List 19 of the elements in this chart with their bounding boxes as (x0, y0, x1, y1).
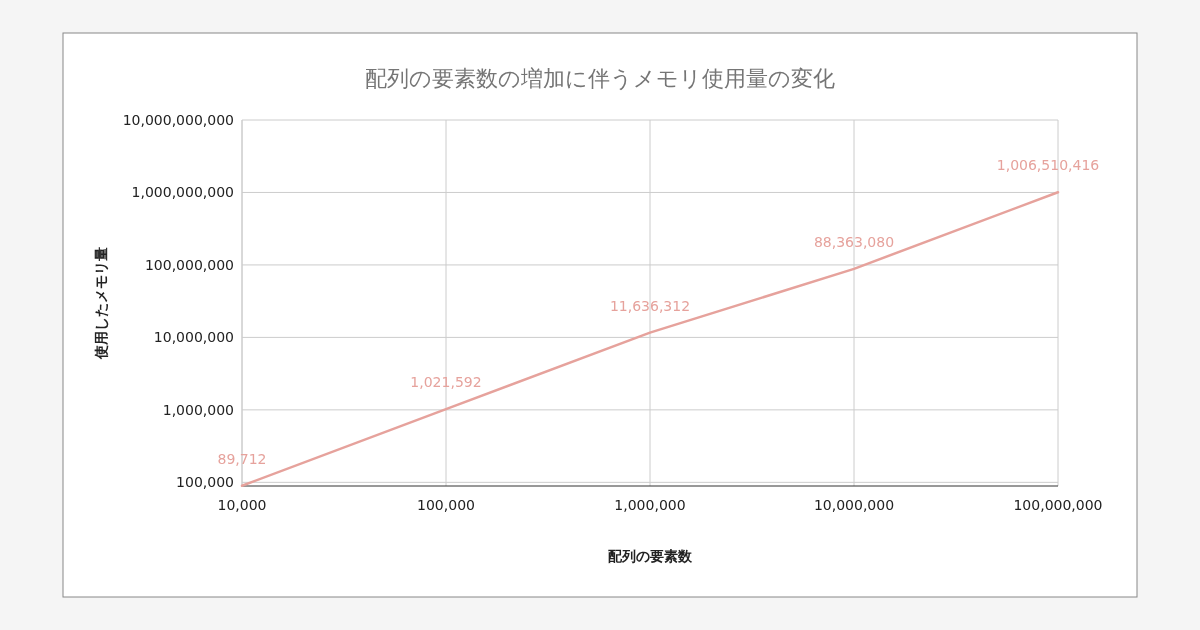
x-tick-label: 100,000 (417, 497, 475, 513)
y-tick-label: 10,000,000,000 (122, 112, 234, 128)
y-tick-label: 10,000,000 (153, 329, 234, 346)
x-tick-label: 10,000 (217, 497, 267, 513)
y-axis-title: 使用したメモリ量 (93, 247, 109, 360)
data-label: 1,006,510,416 (996, 157, 1100, 174)
y-tick-label: 1,000,000 (162, 401, 234, 418)
x-tick-label: 10,000,000 (813, 497, 895, 513)
y-tick-label: 1,000,000,000 (131, 184, 234, 201)
data-label: 1,021,592 (410, 374, 482, 391)
data-label: 11,636,312 (609, 297, 691, 314)
data-label: 89,712 (217, 450, 267, 467)
x-tick-label: 1,000,000 (614, 497, 686, 513)
x-axis-title: 配列の要素数 (608, 548, 693, 564)
y-tick-label: 100,000,000 (144, 256, 234, 273)
data-label: 88,363,080 (813, 233, 895, 250)
y-tick-label: 100,000 (176, 474, 234, 491)
chart-title: 配列の要素数の増加に伴うメモリ使用量の変化 (365, 66, 835, 91)
x-tick-label: 100,000,000 (1013, 497, 1103, 513)
